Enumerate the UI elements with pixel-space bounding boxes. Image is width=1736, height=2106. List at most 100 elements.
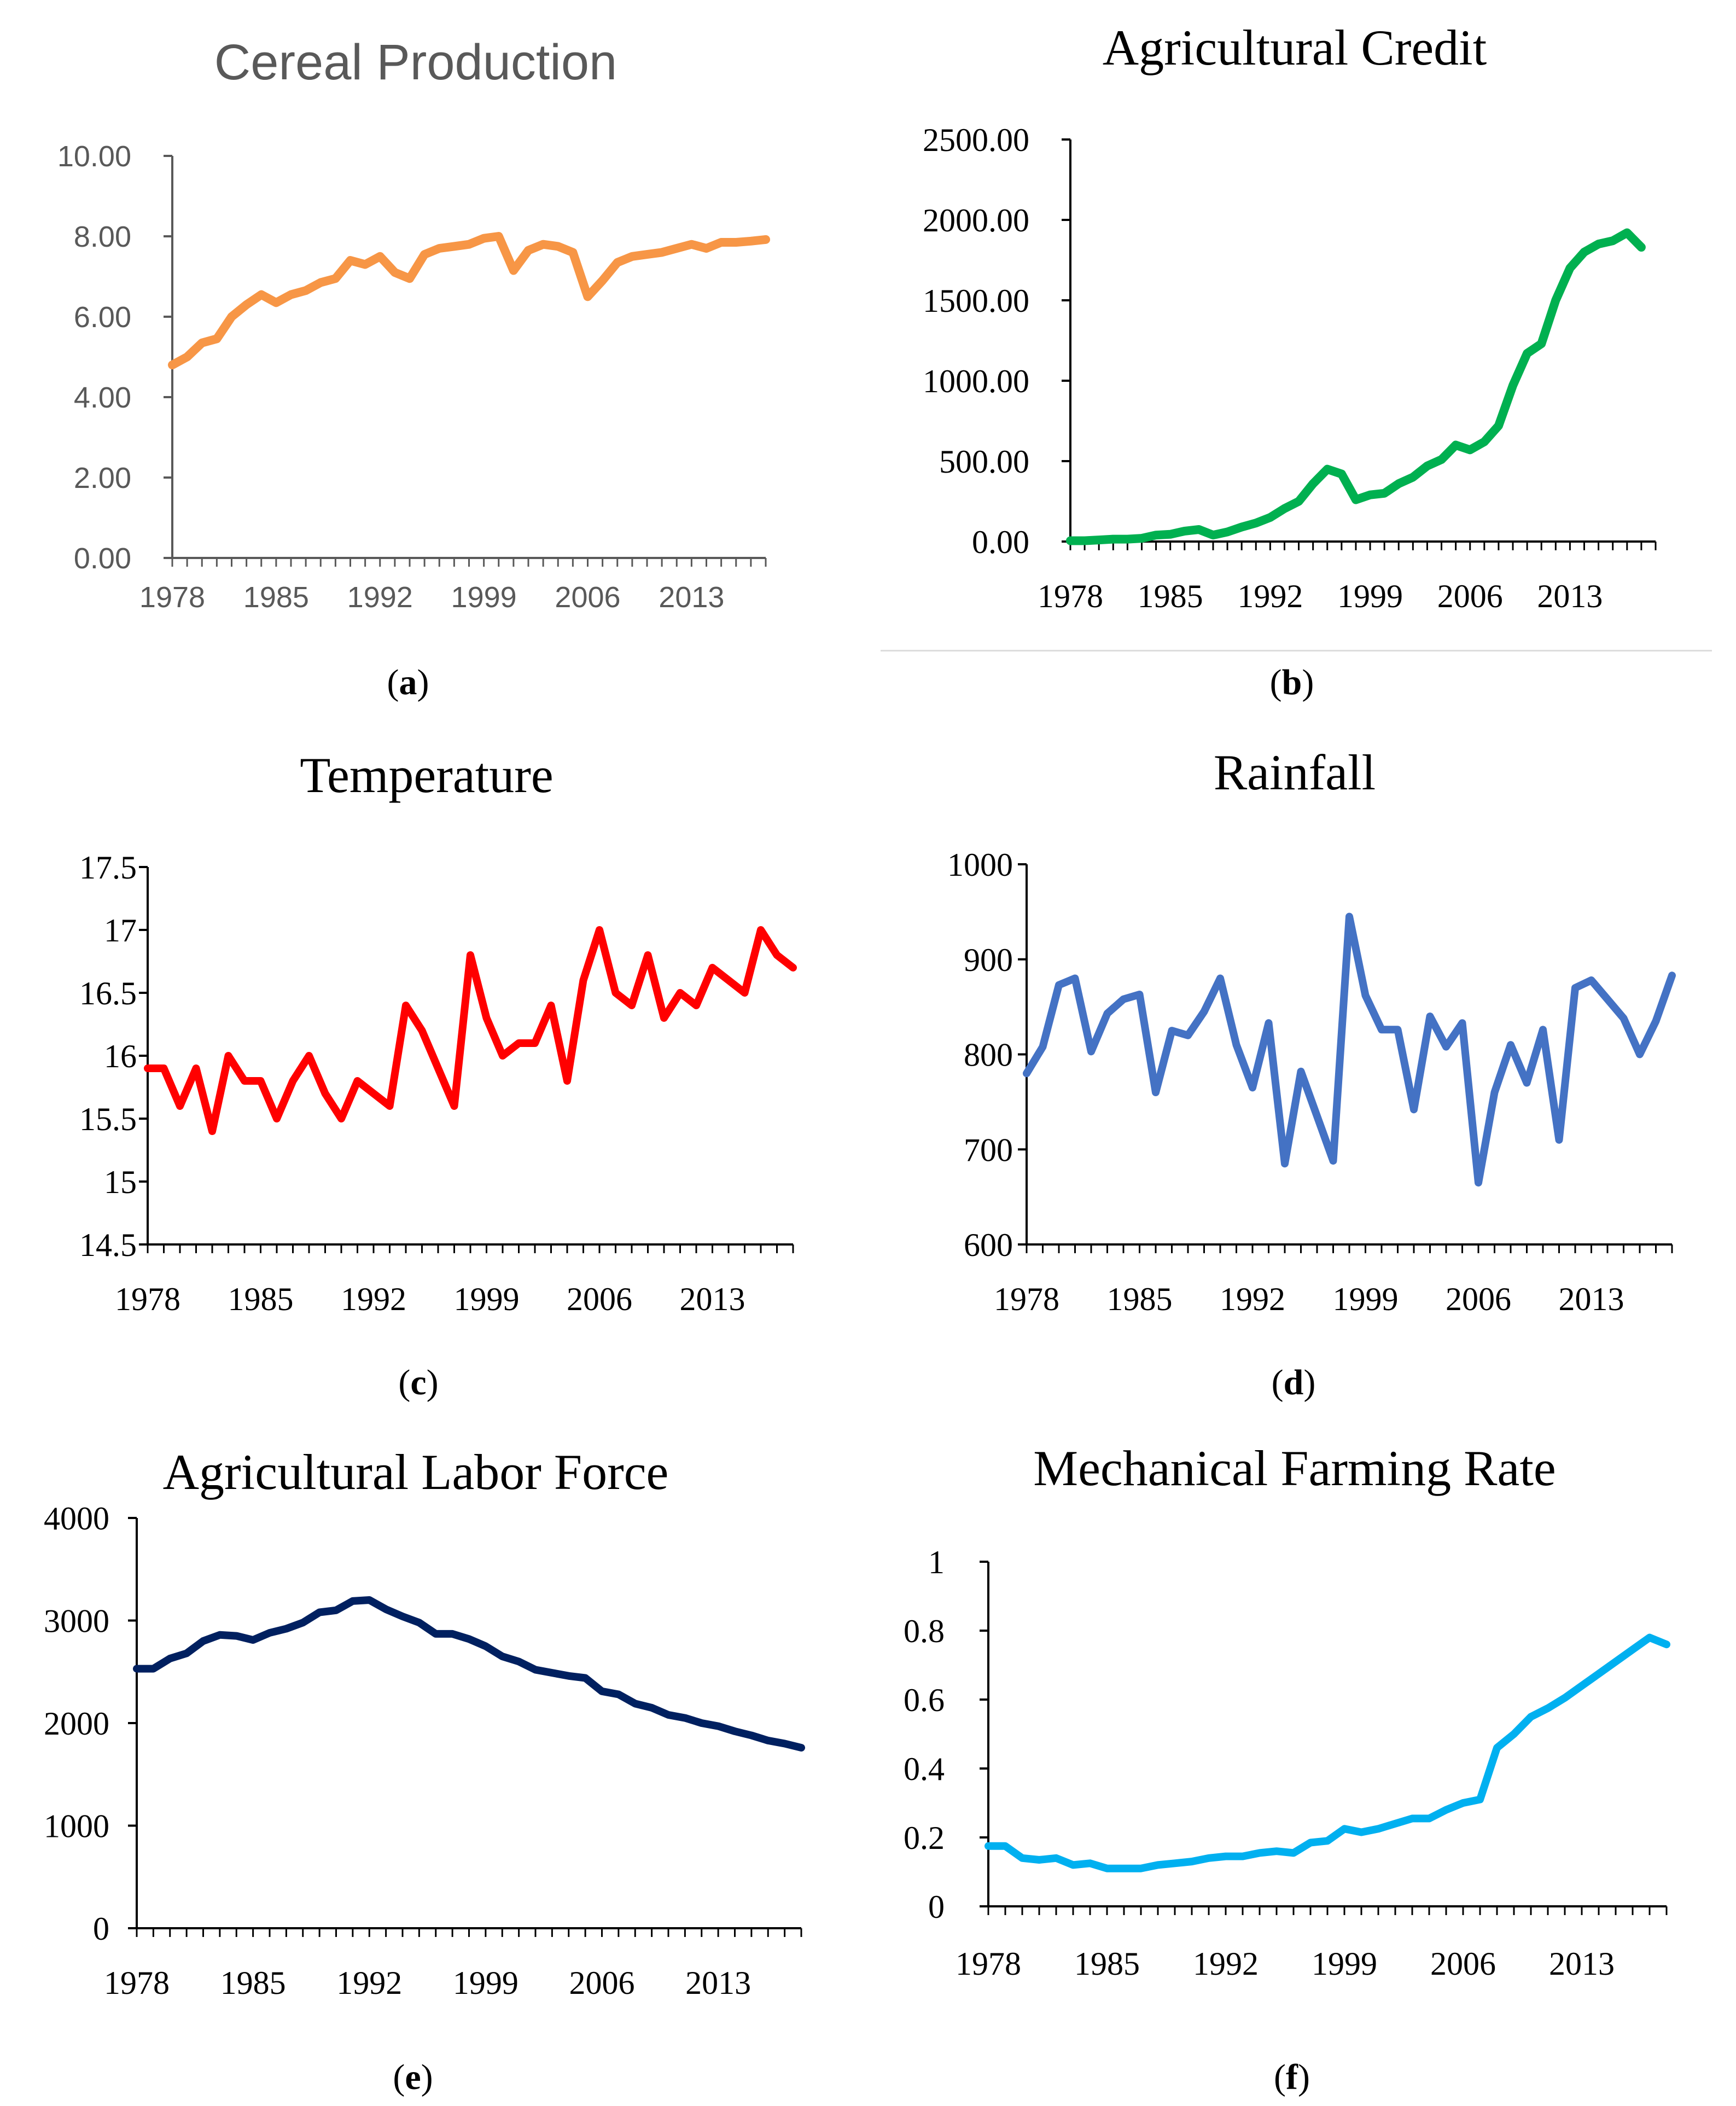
chart-svg-d: Rainfall 600 700 800 900 1000 1978 1985 1992 1999… [947,744,1676,1317]
chart-panel-e: Agricultural Labor Force 0 1000 2000 3000 400… [0,1433,868,2040]
x-tick-label: 1978 [956,1946,1021,1982]
chart-svg-b: Agricultural Credit 0.00 500.00 1000.00 1500… [923,20,1657,614]
y-tick-label: 700 [964,1132,1013,1168]
y-tick-label: 6.00 [74,301,131,334]
x-tick-label: 2006 [555,581,620,614]
y-tick-label: 16.5 [79,975,137,1011]
series-line-0 [168,232,770,370]
x-tick-label: 2006 [569,1965,635,2001]
caption-e: (e) [393,2057,433,2097]
x-tick-label: 1999 [453,1965,519,2001]
caption-b: (b) [1269,662,1314,702]
y-tick-label: 2000.00 [923,202,1029,238]
chart-svg-a: Cereal Production 0.00 2.00 4.00 6.00 8.00 10.… [57,34,770,614]
y-tick-label: 2000 [44,1706,109,1742]
series-line-0 [1066,228,1646,545]
x-tick-label: 2013 [659,581,724,614]
x-tick-label: 1978 [104,1965,170,2001]
chart-svg-e: Agricultural Labor Force 0 1000 2000 3000 400… [44,1444,805,2001]
series-line-0 [1023,912,1676,1187]
chart-title: Agricultural Credit [1103,20,1487,75]
y-tick-label: 2.00 [74,462,131,494]
chart-panel-d: Rainfall 600 700 800 900 1000 1978 1985 1992 1999… [868,733,1736,1340]
y-tick-label: 10.00 [57,140,131,173]
chart-panel-b: Agricultural Credit 0.00 500.00 1000.00 1500… [868,0,1736,645]
y-tick-label: 8.00 [74,220,131,253]
x-tick-label: 2013 [685,1965,751,2001]
y-tick-label: 1 [928,1544,945,1580]
x-tick-label: 1999 [454,1281,520,1317]
caption-c: (c) [398,1363,439,1403]
chart-panel-c: Temperature 14.5 15 15.5 16 16.5 17 17.5 1978 198… [0,733,868,1340]
series-line-0 [144,926,797,1135]
y-tick-label: 0.2 [904,1820,945,1856]
x-tick-label: 1985 [220,1965,286,2001]
chart-svg-c: Temperature 14.5 15 15.5 16 16.5 17 17.5 1978 198… [79,747,797,1317]
x-tick-label: 1992 [1193,1946,1259,1982]
y-tick-label: 1500.00 [923,283,1029,319]
series-line-0 [984,1633,1670,1872]
x-tick-label: 1992 [1237,578,1303,614]
x-tick-label: 2006 [567,1281,632,1317]
chart-title: Rainfall [1214,744,1376,800]
x-tick-label: 2013 [1559,1281,1624,1317]
x-tick-label: 1978 [139,581,205,614]
x-tick-label: 1978 [115,1281,180,1317]
x-tick-label: 1999 [1337,578,1403,614]
x-tick-label: 1985 [1074,1946,1140,1982]
caption-a: (a) [387,662,429,702]
x-tick-label: 1978 [994,1281,1059,1317]
y-tick-label: 1000 [44,1808,109,1845]
y-tick-label: 0.00 [74,542,131,575]
x-tick-label: 1992 [336,1965,402,2001]
y-tick-label: 600 [964,1227,1013,1263]
x-tick-label: 1999 [1312,1946,1377,1982]
y-tick-label: 15 [104,1164,137,1200]
y-tick-label: 0.00 [972,524,1029,560]
y-tick-label: 0.6 [904,1682,945,1718]
x-tick-label: 2006 [1446,1281,1511,1317]
y-tick-label: 1000.00 [923,363,1029,399]
chart-title: Agricultural Labor Force [163,1444,669,1500]
x-tick-label: 1992 [1220,1281,1285,1317]
x-tick-label: 2006 [1437,578,1503,614]
chart-svg-f: Mechanical Farming Rate 0 0.2 0.4 0.6 0.8 1 197… [904,1440,1670,1982]
y-tick-label: 900 [964,942,1013,978]
y-tick-label: 1000 [947,847,1013,883]
y-tick-label: 4.00 [74,381,131,414]
chart-panel-f: Mechanical Farming Rate 0 0.2 0.4 0.6 0.8 1 197… [868,1433,1736,2040]
y-tick-label: 0 [928,1889,945,1925]
y-tick-label: 15.5 [79,1101,137,1137]
x-tick-label: 1978 [1038,578,1103,614]
y-tick-label: 500.00 [939,444,1029,480]
chart-title: Cereal Production [214,34,617,90]
chart-title: Mechanical Farming Rate [1033,1440,1556,1496]
x-tick-label: 2013 [680,1281,745,1317]
series-line-0 [133,1596,805,1752]
y-tick-label: 0 [93,1911,109,1947]
chart-title: Temperature [300,747,554,803]
y-tick-label: 800 [964,1037,1013,1073]
caption-d: (d) [1271,1363,1316,1403]
y-tick-label: 14.5 [79,1227,137,1263]
x-tick-label: 2013 [1549,1946,1615,1982]
x-tick-label: 2013 [1537,578,1603,614]
x-tick-label: 1992 [347,581,413,614]
y-tick-label: 0.8 [904,1613,945,1649]
x-tick-label: 1985 [1107,1281,1173,1317]
x-tick-label: 1999 [1333,1281,1399,1317]
caption-f: (f) [1274,2057,1310,2097]
x-tick-label: 1992 [341,1281,406,1317]
divider [881,650,1712,651]
y-tick-label: 17.5 [79,850,137,886]
y-tick-label: 17 [104,912,137,949]
y-tick-label: 0.4 [904,1751,945,1787]
chart-panel-a: Cereal Production 0.00 2.00 4.00 6.00 8.00 10.… [0,0,868,645]
x-tick-label: 1999 [451,581,517,614]
y-tick-label: 4000 [44,1500,109,1537]
x-tick-label: 1985 [1138,578,1203,614]
x-tick-label: 2006 [1430,1946,1496,1982]
y-tick-label: 3000 [44,1603,109,1639]
y-tick-label: 2500.00 [923,122,1029,158]
x-tick-label: 1985 [228,1281,294,1317]
